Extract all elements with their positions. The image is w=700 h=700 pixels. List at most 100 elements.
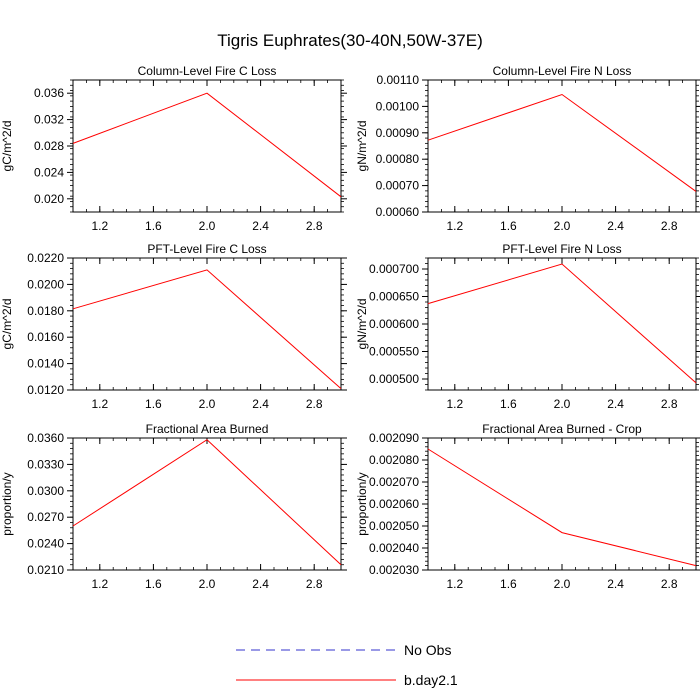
plot-frame	[72, 437, 342, 571]
y-tick-label: 0.00090	[376, 126, 420, 140]
x-tick-label: 2.8	[661, 397, 678, 411]
y-tick-label: 0.024	[34, 165, 64, 179]
x-tick-label: 2.4	[607, 577, 624, 591]
x-tick-label: 1.2	[91, 577, 108, 591]
x-tick-label: 2.8	[306, 397, 323, 411]
x-tick-label: 1.6	[145, 577, 162, 591]
x-tick-label: 2.4	[252, 219, 269, 233]
panel-fractional-area-burned: Fractional Area Burned proportion/y 1.2 1.6…	[0, 422, 347, 591]
y-tick-label: 0.0180	[27, 304, 64, 318]
panel-fractional-area-burned-crop: Fractional Area Burned - Crop proportion/…	[355, 422, 700, 591]
y-tick-label: 0.00110	[377, 73, 420, 87]
y-tick-label: 0.000650	[369, 290, 419, 304]
main-title: Tigris Euphrates(30-40N,50W-37E)	[217, 31, 483, 50]
y-tick-label: 0.002090	[369, 431, 419, 445]
y-axis-label: gC/m^2/d	[0, 299, 14, 350]
y-tick-label: 0.032	[34, 113, 64, 127]
y-tick-label: 0.002070	[369, 475, 419, 489]
y-tick-label: 0.028	[34, 139, 64, 153]
panel-title: PFT-Level Fire N Loss	[502, 242, 621, 256]
x-tick-label: 1.2	[446, 577, 463, 591]
panel-column-level-fire-n-loss: Column-Level Fire N Loss gN/m^2/d 1.2 1.6 2.…	[355, 64, 700, 233]
y-tick-label: 0.0120	[27, 383, 64, 397]
y-tick-label: 0.002080	[369, 453, 419, 467]
x-tick-label: 1.6	[500, 219, 517, 233]
x-tick-label: 2.0	[199, 219, 216, 233]
y-axis-label: gC/m^2/d	[0, 121, 14, 172]
x-tick-label: 1.6	[145, 219, 162, 233]
plot-frame	[427, 257, 697, 391]
y-axis-label: proportion/y	[0, 472, 14, 535]
y-tick-label: 0.000600	[369, 317, 419, 331]
y-tick-label: 0.002030	[369, 563, 419, 577]
series-line-b-day2-1	[72, 439, 342, 566]
panel-pft-level-fire-n-loss: PFT-Level Fire N Loss gN/m^2/d 1.2 1.6 2.0 2.…	[355, 242, 700, 411]
panel-title: Column-Level Fire N Loss	[493, 64, 632, 78]
y-tick-label: 0.0330	[27, 457, 64, 471]
x-tick-label: 2.0	[554, 577, 571, 591]
y-tick-label: 0.036	[34, 86, 64, 100]
panel-title: Column-Level Fire C Loss	[138, 64, 277, 78]
y-axis-label: proportion/y	[355, 472, 369, 535]
y-tick-label: 0.000700	[369, 262, 419, 276]
plot-frame	[427, 437, 697, 571]
x-tick-label: 2.4	[607, 219, 624, 233]
y-tick-label: 0.00080	[376, 152, 420, 166]
panel-title: Fractional Area Burned	[146, 422, 269, 436]
y-tick-label: 0.0270	[27, 510, 64, 524]
panel-title: Fractional Area Burned - Crop	[482, 422, 642, 436]
panel-title: PFT-Level Fire C Loss	[147, 242, 266, 256]
x-tick-label: 2.8	[306, 577, 323, 591]
series-line-b-day2-1	[427, 93, 697, 192]
x-tick-label: 1.6	[145, 397, 162, 411]
x-tick-label: 2.0	[554, 397, 571, 411]
y-tick-label: 0.0200	[27, 277, 64, 291]
y-tick-label: 0.002040	[369, 541, 419, 555]
y-tick-label: 0.000550	[369, 345, 419, 359]
x-tick-label: 2.4	[252, 397, 269, 411]
panel-pft-level-fire-c-loss: PFT-Level Fire C Loss gC/m^2/d 1.2 1.6 2.0 2.…	[0, 242, 347, 411]
x-tick-label: 1.2	[91, 219, 108, 233]
legend: No Obs b.day2.1	[236, 642, 458, 688]
x-tick-label: 2.8	[661, 577, 678, 591]
x-tick-label: 2.4	[252, 577, 269, 591]
y-tick-label: 0.0240	[27, 537, 64, 551]
series-line-b-day2-1	[427, 448, 697, 567]
x-tick-label: 2.4	[607, 397, 624, 411]
x-tick-label: 2.8	[306, 219, 323, 233]
y-axis-label: gN/m^2/d	[355, 299, 369, 350]
plot-frame	[72, 79, 342, 213]
panel-column-level-fire-c-loss: Column-Level Fire C Loss gC/m^2/d 1.2 1.6 2.…	[0, 64, 347, 233]
x-tick-label: 1.6	[500, 397, 517, 411]
series-line-b-day2-1	[427, 263, 697, 384]
legend-label-no-obs: No Obs	[404, 642, 451, 658]
y-tick-label: 0.002060	[369, 497, 419, 511]
panels: Column-Level Fire C Loss gC/m^2/d 1.2 1.6 2.…	[0, 64, 700, 591]
legend-label-b-day2-1: b.day2.1	[404, 672, 458, 688]
x-tick-label: 1.6	[500, 577, 517, 591]
x-tick-label: 2.0	[199, 577, 216, 591]
y-tick-label: 0.0210	[27, 563, 64, 577]
y-tick-label: 0.00060	[376, 205, 420, 219]
x-tick-label: 1.2	[91, 397, 108, 411]
y-tick-label: 0.00100	[376, 99, 420, 113]
y-tick-label: 0.0140	[27, 357, 64, 371]
y-tick-label: 0.0160	[27, 330, 64, 344]
y-tick-label: 0.000500	[369, 372, 419, 386]
x-tick-label: 2.0	[554, 219, 571, 233]
x-tick-label: 2.8	[661, 219, 678, 233]
y-tick-label: 0.020	[34, 192, 64, 206]
x-tick-label: 1.2	[446, 219, 463, 233]
y-axis-label: gN/m^2/d	[355, 121, 369, 172]
plot-frame	[427, 79, 697, 213]
y-tick-label: 0.002050	[369, 519, 419, 533]
y-tick-label: 0.00070	[376, 179, 420, 193]
y-tick-label: 0.0360	[27, 431, 64, 445]
plot-frame	[72, 257, 342, 391]
series-line-b-day2-1	[72, 269, 342, 390]
series-line-b-day2-1	[72, 92, 342, 198]
y-tick-label: 0.0220	[27, 251, 64, 265]
x-tick-label: 1.2	[446, 397, 463, 411]
x-tick-label: 2.0	[199, 397, 216, 411]
